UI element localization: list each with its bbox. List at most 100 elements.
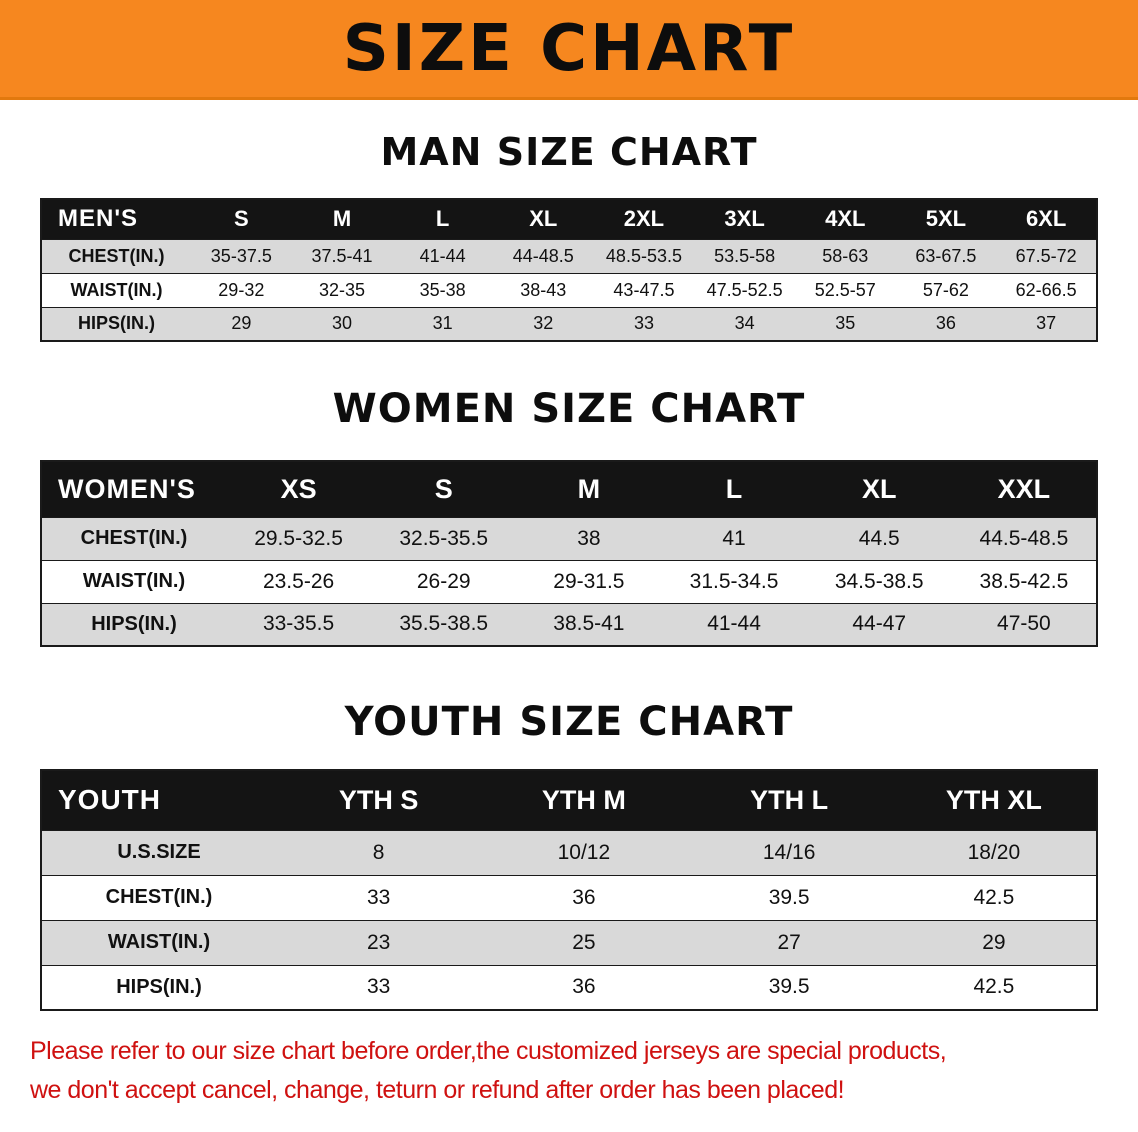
size-chart-content: MAN SIZE CHART MEN'S S M L XL 2XL 3XL 4XL 5XL 6XL… bbox=[0, 130, 1138, 1011]
measurement-value: 35-37.5 bbox=[191, 238, 292, 274]
measurement-label: HIPS(IN.) bbox=[41, 306, 191, 342]
measurement-value: 44.5-48.5 bbox=[951, 516, 1097, 561]
size-column-header: XL bbox=[806, 460, 952, 518]
measurement-value: 37.5-41 bbox=[291, 238, 393, 274]
table-group-label: MEN'S bbox=[41, 198, 191, 240]
measurement-value: 41 bbox=[661, 516, 807, 561]
measurement-value: 14/16 bbox=[686, 829, 892, 876]
men-size-section: MAN SIZE CHART MEN'S S M L XL 2XL 3XL 4XL 5XL 6XL… bbox=[0, 130, 1138, 342]
measurement-value: 33 bbox=[276, 874, 482, 921]
measurement-value: 27 bbox=[686, 919, 892, 966]
measurement-value: 34 bbox=[694, 306, 795, 342]
notice-line-2: we don't accept cancel, change, teturn o… bbox=[30, 1076, 845, 1104]
measurement-value: 44-47 bbox=[806, 602, 952, 647]
size-column-header: YTH M bbox=[481, 769, 687, 831]
measurement-value: 32.5-35.5 bbox=[371, 516, 517, 561]
measurement-value: 39.5 bbox=[686, 874, 892, 921]
measurement-value: 31.5-34.5 bbox=[661, 559, 807, 604]
size-column-header: S bbox=[191, 198, 292, 240]
measurement-value: 47-50 bbox=[951, 602, 1097, 647]
measurement-value: 23 bbox=[276, 919, 482, 966]
size-column-header: XS bbox=[226, 460, 372, 518]
measurement-value: 8 bbox=[276, 829, 482, 876]
measurement-label: HIPS(IN.) bbox=[41, 964, 276, 1011]
table-row: CHEST(IN.) 29.5-32.5 32.5-35.5 38 41 44.5 44.5… bbox=[41, 516, 1097, 561]
banner-title: SIZE CHART bbox=[342, 11, 796, 86]
measurement-value: 47.5-52.5 bbox=[694, 272, 795, 308]
measurement-value: 35-38 bbox=[392, 272, 493, 308]
table-row: WAIST(IN.) 23.5-26 26-29 29-31.5 31.5-34.5 34… bbox=[41, 559, 1097, 604]
measurement-value: 32-35 bbox=[291, 272, 393, 308]
measurement-value: 41-44 bbox=[392, 238, 493, 274]
youth-section-heading: YOUTH SIZE CHART bbox=[344, 699, 794, 745]
measurement-value: 32 bbox=[492, 306, 594, 342]
measurement-value: 26-29 bbox=[371, 559, 517, 604]
measurement-value: 58-63 bbox=[794, 238, 896, 274]
measurement-value: 38 bbox=[516, 516, 662, 561]
measurement-value: 33-35.5 bbox=[226, 602, 372, 647]
table-row: WAIST(IN.) 23 25 27 29 bbox=[41, 919, 1097, 966]
size-column-header: XXL bbox=[951, 460, 1097, 518]
measurement-value: 42.5 bbox=[891, 964, 1097, 1011]
size-column-header: 4XL bbox=[794, 198, 896, 240]
measurement-value: 41-44 bbox=[661, 602, 807, 647]
size-column-header: XL bbox=[492, 198, 594, 240]
size-column-header: 2XL bbox=[593, 198, 695, 240]
measurement-label: U.S.SIZE bbox=[41, 829, 276, 876]
size-column-header: M bbox=[291, 198, 393, 240]
measurement-value: 38.5-41 bbox=[516, 602, 662, 647]
measurement-value: 44-48.5 bbox=[492, 238, 594, 274]
measurement-label: WAIST(IN.) bbox=[41, 919, 276, 966]
table-row: CHEST(IN.) 35-37.5 37.5-41 41-44 44-48.5 48.5… bbox=[41, 238, 1097, 274]
measurement-value: 38.5-42.5 bbox=[951, 559, 1097, 604]
size-column-header: YTH L bbox=[686, 769, 892, 831]
table-row: WAIST(IN.) 29-32 32-35 35-38 38-43 43-47.5 47.… bbox=[41, 272, 1097, 308]
measurement-value: 48.5-53.5 bbox=[593, 238, 695, 274]
measurement-value: 34.5-38.5 bbox=[806, 559, 952, 604]
measurement-value: 52.5-57 bbox=[794, 272, 896, 308]
measurement-value: 36 bbox=[895, 306, 997, 342]
measurement-label: WAIST(IN.) bbox=[41, 272, 191, 308]
measurement-label: CHEST(IN.) bbox=[41, 238, 191, 274]
measurement-value: 36 bbox=[481, 874, 687, 921]
measurement-label: CHEST(IN.) bbox=[41, 874, 276, 921]
size-column-header: L bbox=[392, 198, 493, 240]
table-row: HIPS(IN.) 33-35.5 35.5-38.5 38.5-41 41-44 44-… bbox=[41, 602, 1097, 647]
youth-size-section: YOUTH SIZE CHART YOUTH YTH S YTH M YTH L YTH… bbox=[0, 699, 1138, 1011]
table-header-row: WOMEN'S XS S M L XL XXL bbox=[41, 460, 1097, 518]
measurement-value: 29.5-32.5 bbox=[226, 516, 372, 561]
measurement-label: HIPS(IN.) bbox=[41, 602, 226, 647]
measurement-value: 29 bbox=[191, 306, 292, 342]
table-group-label: YOUTH bbox=[41, 769, 276, 831]
measurement-label: CHEST(IN.) bbox=[41, 516, 226, 561]
measurement-value: 33 bbox=[593, 306, 695, 342]
table-header-row: MEN'S S M L XL 2XL 3XL 4XL 5XL 6XL bbox=[41, 198, 1097, 240]
measurement-value: 42.5 bbox=[891, 874, 1097, 921]
measurement-value: 44.5 bbox=[806, 516, 952, 561]
measurement-label: WAIST(IN.) bbox=[41, 559, 226, 604]
size-column-header: YTH XL bbox=[891, 769, 1097, 831]
size-column-header: 3XL bbox=[694, 198, 795, 240]
size-chart-banner: SIZE CHART bbox=[0, 0, 1138, 100]
men-size-table: MEN'S S M L XL 2XL 3XL 4XL 5XL 6XL CHEST(IN.) 35-37… bbox=[40, 198, 1098, 342]
measurement-value: 33 bbox=[276, 964, 482, 1011]
women-section-heading: WOMEN SIZE CHART bbox=[332, 386, 806, 432]
order-notice: Please refer to our size chart before or… bbox=[30, 1037, 1108, 1105]
measurement-value: 53.5-58 bbox=[694, 238, 795, 274]
measurement-value: 38-43 bbox=[492, 272, 594, 308]
notice-line-1: Please refer to our size chart before or… bbox=[30, 1037, 947, 1065]
measurement-value: 63-67.5 bbox=[895, 238, 997, 274]
measurement-value: 18/20 bbox=[891, 829, 1097, 876]
size-column-header: YTH S bbox=[276, 769, 482, 831]
measurement-value: 37 bbox=[996, 306, 1097, 342]
measurement-value: 29-31.5 bbox=[516, 559, 662, 604]
table-row: HIPS(IN.) 33 36 39.5 42.5 bbox=[41, 964, 1097, 1011]
women-size-section: WOMEN SIZE CHART WOMEN'S XS S M L XL XXL CHEST(… bbox=[0, 386, 1138, 647]
measurement-value: 25 bbox=[481, 919, 687, 966]
women-size-table: WOMEN'S XS S M L XL XXL CHEST(IN.) 29.5-32.5 32.5… bbox=[40, 460, 1098, 647]
measurement-value: 62-66.5 bbox=[996, 272, 1097, 308]
size-column-header: S bbox=[371, 460, 517, 518]
measurement-value: 30 bbox=[291, 306, 393, 342]
table-row: U.S.SIZE 8 10/12 14/16 18/20 bbox=[41, 829, 1097, 876]
table-row: CHEST(IN.) 33 36 39.5 42.5 bbox=[41, 874, 1097, 921]
